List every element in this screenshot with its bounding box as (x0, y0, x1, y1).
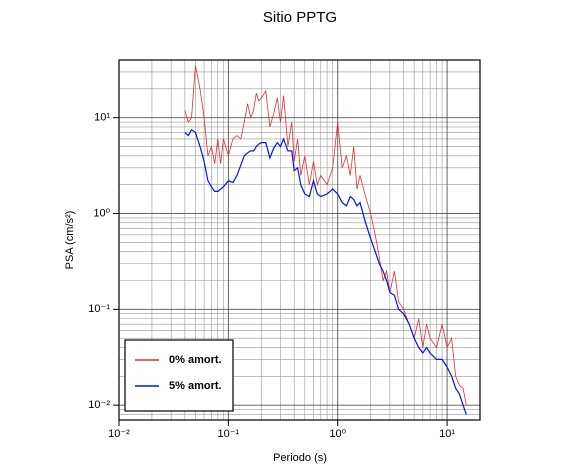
legend-label: 0% amort. (169, 354, 222, 366)
legend-box (124, 339, 234, 412)
legend-label: 5% amort. (169, 380, 222, 392)
x-axis-label: Periodo (s) (273, 452, 327, 464)
y-tick-label: 10⁰ (93, 207, 110, 219)
x-tick-label: 10⁰ (329, 428, 346, 440)
x-tick-label: 10⁻¹ (218, 428, 240, 440)
x-tick-label: 10¹ (439, 428, 455, 440)
x-tick-label: 10⁻² (108, 428, 130, 440)
chart-title: Sitio PPTG (263, 9, 337, 26)
series-line (184, 65, 467, 406)
plot-frame (118, 59, 481, 421)
y-tick-label: 10⁻² (88, 399, 110, 411)
y-tick-label: 10⁻¹ (88, 303, 110, 315)
y-tick-label: 10¹ (94, 112, 110, 124)
y-axis-label: PSA (cm/s²) (64, 211, 76, 270)
series-line (184, 128, 467, 415)
